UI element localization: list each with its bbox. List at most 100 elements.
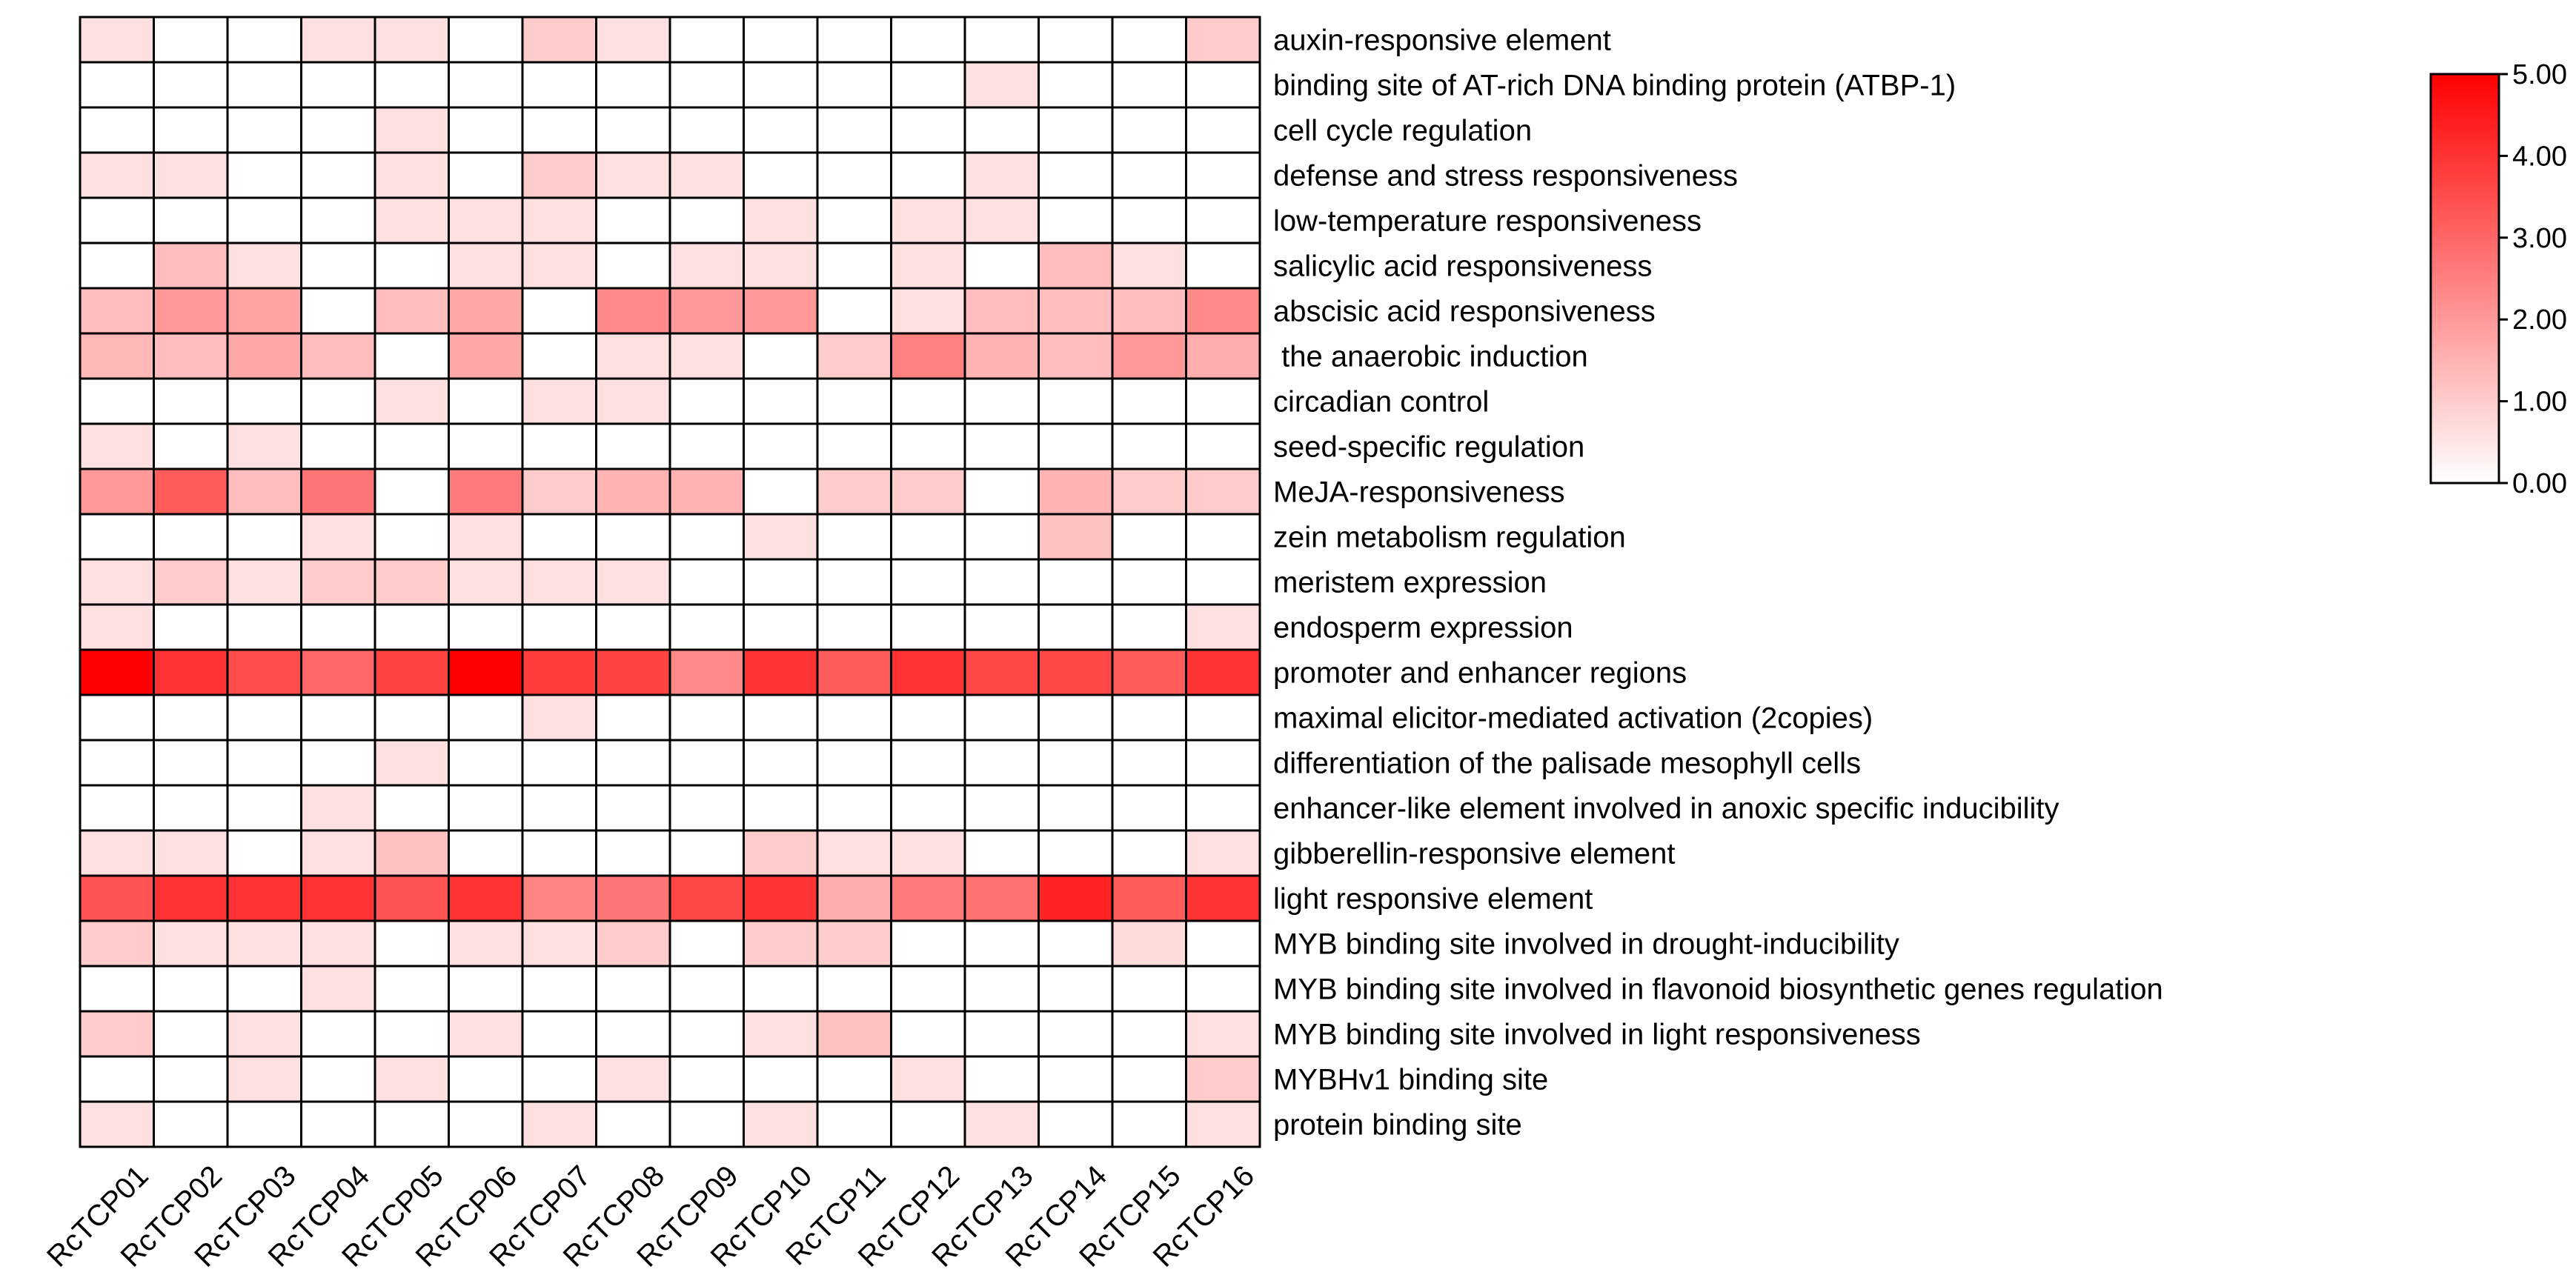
heatmap-cell	[226, 829, 302, 877]
heatmap-cell	[890, 151, 966, 199]
heatmap-cell	[300, 377, 376, 425]
row-label: meristem expression	[1273, 567, 1547, 599]
heatmap-cell	[1185, 693, 1261, 742]
heatmap-cell	[79, 1055, 155, 1103]
heatmap-cell	[595, 422, 671, 470]
heatmap-cell	[1111, 106, 1187, 154]
heatmap-cell	[595, 693, 671, 742]
heatmap-cell	[153, 61, 229, 109]
heatmap-cell	[153, 1010, 229, 1058]
heatmap-cell	[963, 874, 1040, 922]
heatmap-cell	[595, 151, 671, 199]
heatmap-cell	[743, 739, 819, 787]
heatmap-cell	[521, 739, 597, 787]
row-label: MYB binding site involved in drought-ind…	[1273, 928, 1899, 961]
heatmap-cell	[1111, 377, 1187, 425]
heatmap-cell	[963, 513, 1040, 561]
heatmap-cell	[79, 1100, 155, 1148]
row-label: low-temperature responsiveness	[1273, 205, 1702, 238]
heatmap-cell	[521, 242, 597, 290]
heatmap-cell	[743, 106, 819, 154]
row-label: seed-specific regulation	[1273, 431, 1584, 464]
heatmap-cell	[1038, 1100, 1114, 1148]
row-label: gibberellin-responsive element	[1273, 838, 1676, 870]
heatmap-cell	[521, 1100, 597, 1148]
heatmap-cell	[890, 693, 966, 742]
heatmap-cell	[1111, 874, 1187, 922]
heatmap-cell	[595, 467, 671, 516]
heatmap-cell	[448, 467, 524, 516]
heatmap-cell	[448, 196, 524, 244]
heatmap-cell	[521, 332, 597, 380]
heatmap-cells	[79, 16, 1261, 1148]
heatmap-cell	[816, 603, 892, 651]
heatmap-cell	[1111, 61, 1187, 109]
heatmap-cell	[153, 332, 229, 380]
heatmap-cell	[668, 332, 745, 380]
heatmap-cell	[1038, 739, 1114, 787]
heatmap-cell	[595, 603, 671, 651]
heatmap-cell	[1185, 467, 1261, 516]
heatmap-cell	[1185, 242, 1261, 290]
heatmap-cell	[374, 965, 450, 1013]
heatmap-cell	[300, 1010, 376, 1058]
heatmap-cell	[816, 287, 892, 335]
row-label: light responsive element	[1273, 883, 1593, 916]
heatmap-cell	[595, 1010, 671, 1058]
heatmap-cell	[226, 242, 302, 290]
heatmap-cell	[374, 422, 450, 470]
heatmap-cell	[890, 16, 966, 64]
heatmap-cell	[1185, 196, 1261, 244]
heatmap-cell	[816, 332, 892, 380]
heatmap-cell	[153, 242, 229, 290]
heatmap-cell	[448, 242, 524, 290]
heatmap-cell	[1185, 287, 1261, 335]
heatmap-cell	[743, 648, 819, 696]
heatmap-cell	[448, 874, 524, 922]
heatmap-cell	[300, 829, 376, 877]
heatmap-cell	[300, 693, 376, 742]
heatmap-cell	[1038, 467, 1114, 516]
row-label: enhancer-like element involved in anoxic…	[1273, 793, 2059, 825]
heatmap-cell	[963, 919, 1040, 968]
heatmap-cell	[79, 919, 155, 968]
heatmap-cell	[374, 1055, 450, 1103]
heatmap-cell	[448, 1010, 524, 1058]
heatmap-cell	[963, 287, 1040, 335]
heatmap-cell	[890, 1055, 966, 1103]
heatmap-cell	[1185, 829, 1261, 877]
heatmap-cell	[743, 287, 819, 335]
heatmap-cell	[595, 242, 671, 290]
heatmap-cell	[1038, 287, 1114, 335]
heatmap-cell	[595, 332, 671, 380]
heatmap-cell	[963, 106, 1040, 154]
heatmap-cell	[890, 61, 966, 109]
heatmap-cell	[668, 513, 745, 561]
heatmap-cell	[226, 648, 302, 696]
heatmap-cell	[300, 648, 376, 696]
heatmap-cell	[963, 467, 1040, 516]
row-label: circadian control	[1273, 386, 1489, 419]
heatmap-cell	[963, 377, 1040, 425]
heatmap-cell	[226, 784, 302, 832]
heatmap-cell	[79, 332, 155, 380]
heatmap-cell	[668, 422, 745, 470]
heatmap-cell	[1185, 513, 1261, 561]
heatmap-cell	[743, 16, 819, 64]
heatmap-cell	[1038, 648, 1114, 696]
heatmap-cell	[743, 784, 819, 832]
colorbar-tick-label: 0.00	[2512, 468, 2567, 499]
heatmap-cell	[816, 648, 892, 696]
heatmap-cell	[816, 1010, 892, 1058]
colorbar-gradient	[2429, 73, 2500, 485]
heatmap-cell	[890, 242, 966, 290]
heatmap-cell	[1185, 739, 1261, 787]
heatmap-cell	[1111, 422, 1187, 470]
heatmap-cell	[79, 965, 155, 1013]
heatmap-cell	[226, 422, 302, 470]
heatmap-cell	[1038, 513, 1114, 561]
heatmap-cell	[1111, 196, 1187, 244]
heatmap-cell	[153, 1100, 229, 1148]
heatmap-cell	[79, 467, 155, 516]
heatmap-cell	[595, 739, 671, 787]
